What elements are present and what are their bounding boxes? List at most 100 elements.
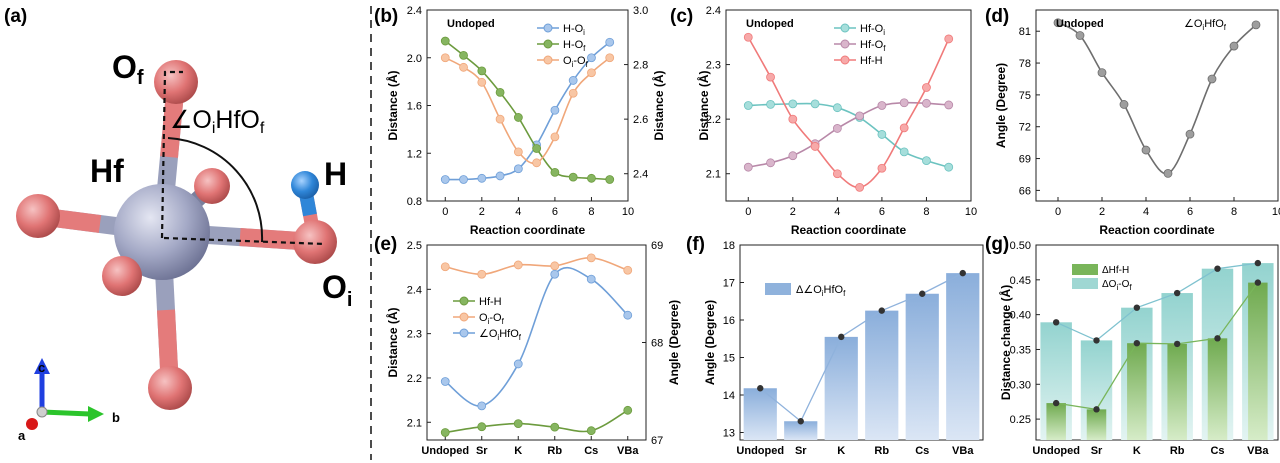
chart-e-legend-label: ∠OiHfOf (479, 328, 522, 342)
chart-d-xlabel: Reaction coordinate (1099, 223, 1215, 237)
chart-g-data-point (1214, 335, 1221, 342)
panel-label-f: (f) (686, 234, 705, 255)
chart-d-ytick-label: 69 (1019, 154, 1031, 166)
panel-label-b: (b) (374, 6, 398, 27)
label-of: Of (112, 49, 144, 89)
chart-g-xtick-label: K (1133, 445, 1141, 457)
chart-f-data-point (838, 333, 845, 341)
chart-g-ytick-label: 0.35 (1010, 344, 1031, 356)
chart-e-legend-marker (459, 296, 469, 306)
chart-b-xlabel: Reaction coordinate (470, 223, 586, 237)
label-hf: Hf (90, 153, 124, 189)
chart-g-data-point (1133, 339, 1141, 347)
panel-label-c: (c) (670, 6, 693, 27)
chart-e: 2.1 2.2 2.3 2.4 2.5 67 68 69 Undoped Sr K Rb Cs VBa Hf… (385, 240, 681, 457)
chart-e-xtick-label: Sr (476, 445, 488, 457)
panel-label-d: (d) (985, 6, 1009, 27)
axis-origin (36, 406, 48, 418)
chart-d-xtick-label: 4 (1143, 206, 1149, 218)
chart-d-data-point (1229, 41, 1239, 51)
chart-c-data-point (922, 156, 931, 166)
chart-b-ylabel-left: Distance (Å) (385, 70, 400, 140)
chart-d-annotation: Undoped (1056, 18, 1104, 30)
chart-c-data-point (788, 99, 798, 109)
chart-c-data-point (810, 99, 820, 109)
chart-g-xtick-label: VBa (1247, 445, 1269, 457)
chart-c-xtick-label: 2 (790, 206, 796, 218)
chart-b-legend-marker (543, 39, 553, 49)
chart-e-data-point (550, 422, 560, 432)
chart-c-xtick-label: 0 (745, 206, 751, 218)
chart-d-ytick-label: 72 (1019, 122, 1031, 134)
chart-f-xtick-label: VBa (952, 445, 974, 457)
chart-c-data-point (944, 34, 954, 44)
chart-b-data-point (587, 173, 596, 183)
chart-b-ytick-label-right: 2.4 (633, 169, 648, 181)
label-angle: ∠OiHfOf (170, 106, 265, 137)
chart-g-ytick-label: 0.25 (1010, 414, 1031, 426)
chart-c-ytick-label: 2.2 (706, 114, 721, 126)
chart-e-data-point (586, 426, 596, 436)
chart-d-data-point (1251, 20, 1261, 30)
chart-b-data-point (477, 77, 487, 87)
axis-a-dot (26, 418, 38, 430)
chart-e-data-point (513, 260, 523, 270)
chart-c-data-point (832, 124, 842, 133)
chart-c-ytick-label: 2.3 (706, 60, 721, 72)
chart-g-xtick-label: Rb (1170, 445, 1185, 457)
axis-b-arrow (88, 406, 104, 422)
chart-c-data-point (832, 169, 842, 179)
chart-b-data-point (605, 175, 615, 184)
chart-g-bar (1207, 338, 1228, 440)
axis-b-line (41, 409, 91, 417)
chart-b-data-point (459, 50, 468, 60)
chart-c-data-point (944, 162, 954, 172)
chart-f-ytick-label: 13 (723, 428, 735, 440)
chart-g-bar (1086, 409, 1107, 440)
chart-c-data-point (788, 151, 798, 161)
chart-g-legend-label: ΔHf-H (1102, 265, 1129, 276)
chart-b-ytick-label: 2.0 (407, 53, 422, 65)
chart-e-data-point (550, 261, 560, 271)
chart-b-xtick-label: 6 (552, 206, 558, 218)
chart-e-data-point (513, 359, 523, 369)
chart-g-legend-swatch (1072, 278, 1098, 289)
chart-b-data-point (513, 147, 523, 157)
chart-g-ytick-label: 0.50 (1010, 240, 1031, 252)
chart-c-xtick-label: 10 (965, 206, 977, 218)
chart-g-bar (1167, 343, 1187, 440)
chart-g-xtick-label: Cs (1210, 445, 1224, 457)
chart-f-ylabel: Angle (Degree) (703, 300, 717, 385)
chart-b-ytick-label: 0.8 (407, 196, 422, 208)
chart-b-data-point (568, 76, 578, 85)
chart-g-bar (1127, 343, 1147, 440)
chart-f: 13 14 15 16 17 18 Undoped Sr K Rb Cs VBa Δ∠OiHfOf Ang… (703, 240, 984, 457)
chart-g-trend-line (1055, 262, 1258, 342)
chart-c-data-point (832, 103, 842, 113)
chart-b-annotation: Undoped (447, 18, 495, 30)
chart-c-data-point (899, 123, 909, 133)
chart-b-data-point (568, 172, 578, 182)
chart-b-ytick-label: 1.6 (407, 101, 422, 113)
chart-c-legend-label: Hf-Oi (860, 23, 885, 37)
chart-b-data-point (513, 164, 523, 174)
atom-hf (114, 184, 210, 280)
chart-c-ylabel: Distance (Å) (696, 70, 711, 140)
chart-f-legend-swatch (765, 283, 791, 295)
chart-e-series-line (445, 409, 629, 434)
chart-e-ylabel-left: Distance (Å) (385, 307, 400, 377)
chart-c-xtick-label: 6 (879, 206, 885, 218)
chart-e-ytick-label: 2.3 (407, 329, 422, 341)
chart-f-bar (743, 388, 777, 440)
chart-f-bar (784, 421, 818, 440)
label-h: H (324, 156, 347, 192)
chart-d-xtick-label: 6 (1187, 206, 1193, 218)
chart-b: 0.8 1.2 1.6 2.0 2.4 2.4 2.6 2.8 3.0 0 2 4 6 8 10 Undope… (385, 5, 666, 237)
chart-f-data-point (878, 307, 885, 314)
chart-c-data-point (877, 101, 887, 110)
chart-e-data-point (550, 269, 560, 279)
chart-f-xtick-label: Sr (795, 445, 807, 457)
chart-d-series-line (1057, 22, 1257, 175)
chart-f-data-point (919, 290, 926, 297)
